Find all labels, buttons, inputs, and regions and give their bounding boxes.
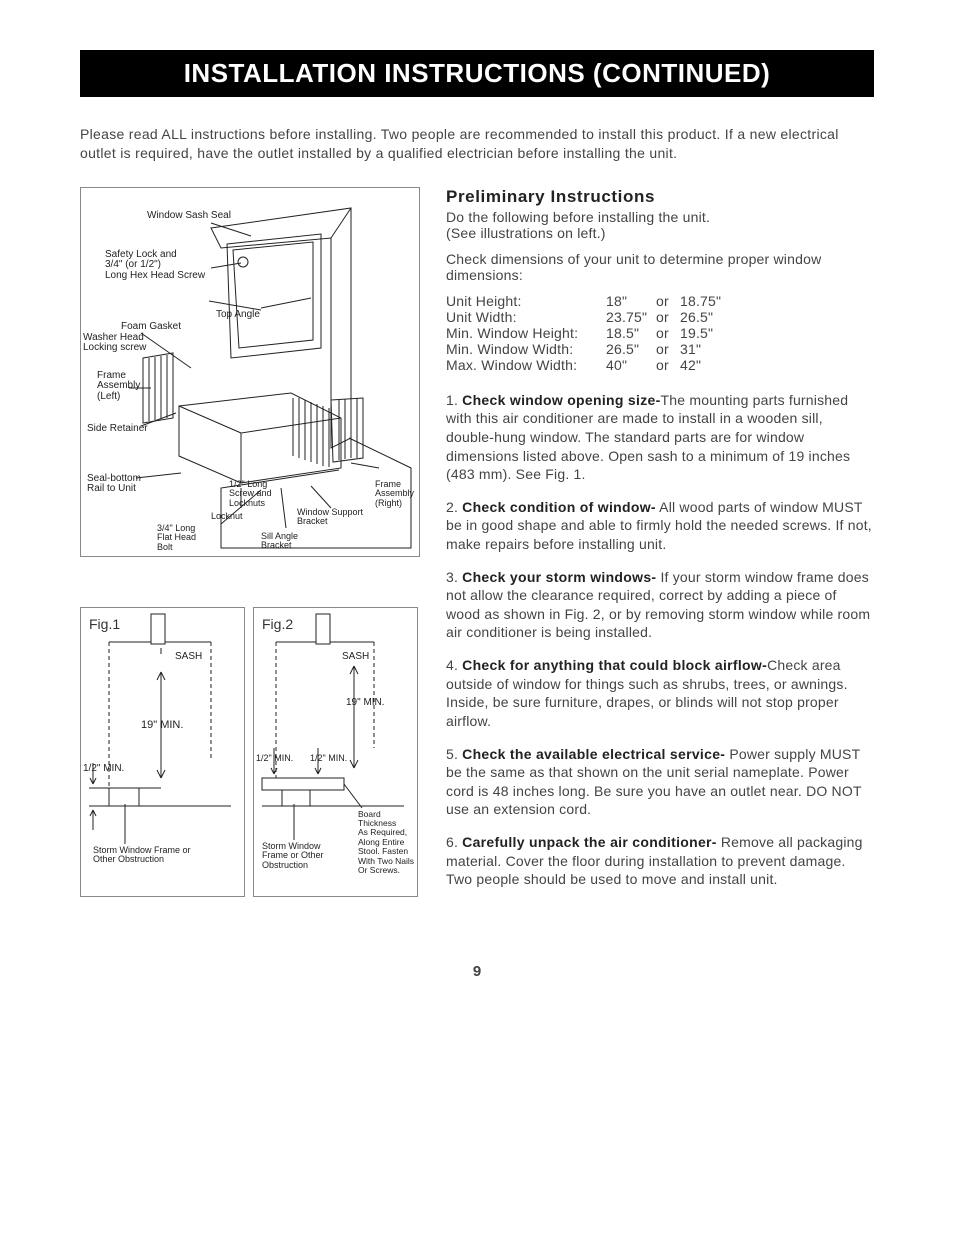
fig2-board-label: Board Thickness As Required, Along Entir… [358,810,414,875]
prelim-line2: (See illustrations on left.) [446,225,874,241]
dim-or: or [656,325,680,341]
prelim-line3: Check dimensions of your unit to determi… [446,251,874,283]
dimension-row: Min. Window Width:26.5"or31" [446,341,874,357]
content-columns: Window Sash Seal Safety Lock and 3/4" (o… [80,187,874,903]
dim-or: or [656,293,680,309]
prelim-line1: Do the following before installing the u… [446,209,874,225]
figure-1: Fig.1 [80,607,245,897]
figures-row: Fig.1 [80,607,420,897]
label-top-angle: Top Angle [216,310,260,321]
dim-value-1: 26.5" [606,341,656,357]
label-window-sash-seal: Window Sash Seal [147,211,231,222]
exploded-diagram: Window Sash Seal Safety Lock and 3/4" (o… [80,187,420,557]
dim-value-1: 18.5" [606,325,656,341]
dim-or: or [656,357,680,373]
dim-label: Min. Window Width: [446,341,606,357]
figure-2: Fig.2 [253,607,418,897]
step-4: 4. Check for anything that could block a… [446,656,874,730]
label-frame-right: Frame Assembly (Right) [375,480,414,508]
dim-value-2: 19.5" [680,325,713,341]
label-three-quarter-bolt: 3/4" Long Flat Head Bolt [157,524,196,552]
dim-label: Unit Width: [446,309,606,325]
prelim-heading: Preliminary Instructions [446,187,874,207]
dim-value-1: 40" [606,357,656,373]
label-half-screw: 1/2" Long Screw and Locknuts [229,480,272,508]
label-window-support: Window Support Bracket [297,508,363,527]
label-sill-angle: Sill Angle Bracket [261,532,298,551]
intro-paragraph: Please read ALL instructions before inst… [80,125,874,163]
dim-value-2: 31" [680,341,701,357]
fig2-half-label-1: 1/2" MIN. [256,754,293,763]
dim-label: Min. Window Height: [446,325,606,341]
dim-value-2: 18.75" [680,293,721,309]
label-seal-bottom: Seal-bottom Rail to Unit [87,474,141,495]
dimensions-table: Unit Height:18"or18.75"Unit Width:23.75"… [446,293,874,373]
label-side-retainer: Side Retainer [87,424,148,435]
label-locknut: Locknut [211,512,243,521]
fig2-19min-label: 19" MIN. [346,698,385,709]
dimension-row: Unit Height:18"or18.75" [446,293,874,309]
fig1-sash-label: SASH [175,652,202,663]
dim-value-2: 42" [680,357,701,373]
dimension-row: Max. Window Width:40"or42" [446,357,874,373]
label-washer-head: Washer Head Locking screw [83,333,146,354]
step-6: 6. Carefully unpack the air conditioner-… [446,833,874,889]
dimension-row: Min. Window Height:18.5"or19.5" [446,325,874,341]
dim-label: Max. Window Width: [446,357,606,373]
step-2: 2. Check condition of window- All wood p… [446,498,874,554]
step-5: 5. Check the available electrical servic… [446,745,874,819]
step-3: 3. Check your storm windows- If your sto… [446,568,874,642]
dim-or: or [656,309,680,325]
steps-list: 1. Check window opening size-The mountin… [446,391,874,889]
right-column: Preliminary Instructions Do the followin… [446,187,874,903]
page-title-bar: INSTALLATION INSTRUCTIONS (CONTINUED) [80,50,874,97]
dim-value-2: 26.5" [680,309,713,325]
label-foam-gasket: Foam Gasket [121,322,181,333]
label-safety-lock: Safety Lock and 3/4" (or 1/2") Long Hex … [105,250,205,282]
fig2-half-label-2: 1/2" MIN. [310,754,347,763]
step-1: 1. Check window opening size-The mountin… [446,391,874,484]
fig2-storm-label: Storm Window Frame or Other Obstruction [262,842,324,870]
dim-label: Unit Height: [446,293,606,309]
dimension-row: Unit Width:23.75"or26.5" [446,309,874,325]
fig1-19min-label: 19" MIN. [141,720,183,732]
left-column: Window Sash Seal Safety Lock and 3/4" (o… [80,187,420,903]
dim-value-1: 18" [606,293,656,309]
fig2-sash-label: SASH [342,652,369,663]
dim-value-1: 23.75" [606,309,656,325]
page-number: 9 [80,963,874,980]
dim-or: or [656,341,680,357]
label-frame-left: Frame Assembly (Left) [97,371,140,403]
fig1-storm-label: Storm Window Frame or Other Obstruction [93,846,191,865]
fig1-half-label: 1/2" MIN. [83,764,124,775]
